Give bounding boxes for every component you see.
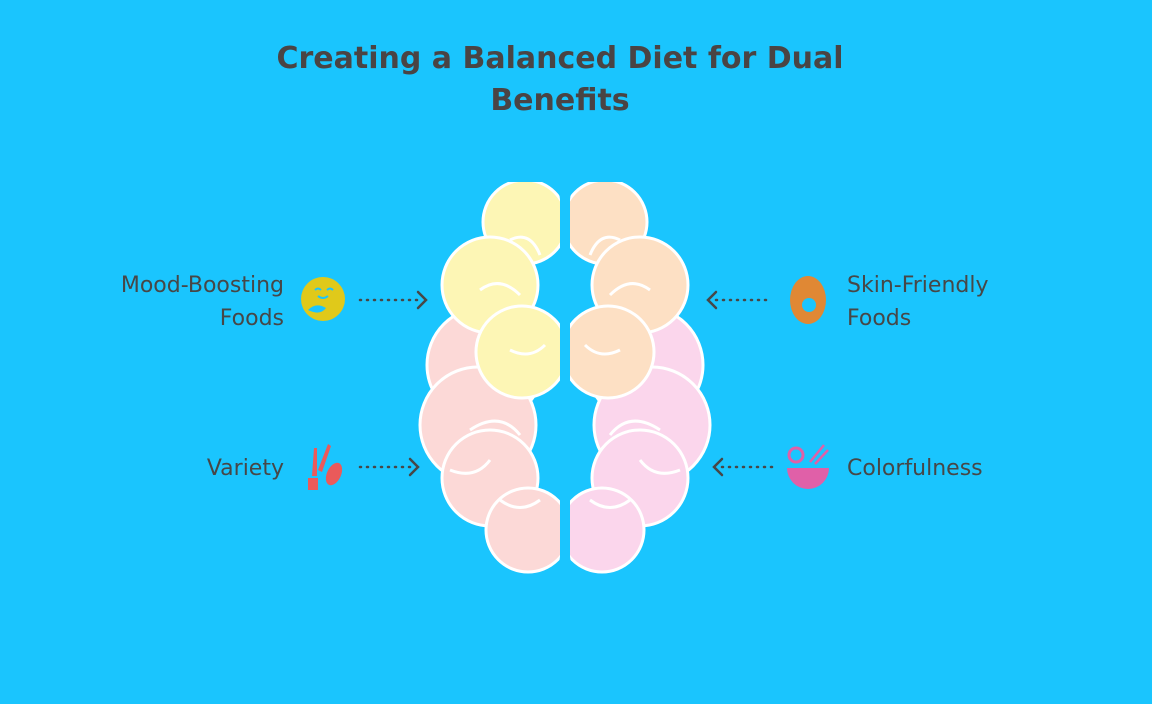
label-line: Mood-Boosting bbox=[120, 273, 284, 298]
arrow-variety bbox=[358, 457, 420, 477]
brain-top-right bbox=[570, 182, 690, 400]
label-line: Skin-Friendly bbox=[847, 273, 989, 298]
arrow-colorfulness bbox=[712, 457, 774, 477]
egg-icon bbox=[790, 276, 826, 324]
label-mood-boosting-foods: Mood-Boosting Foods bbox=[80, 269, 284, 335]
brain-left-hemisphere bbox=[418, 182, 560, 574]
smiling-face-lemon-icon bbox=[301, 277, 345, 321]
arrow-mood-boosting bbox=[358, 290, 428, 310]
diagram-title: Creating a Balanced Diet for Dual Benefi… bbox=[276, 41, 844, 118]
label-skin-friendly-foods: Skin-Friendly Foods bbox=[847, 269, 1067, 335]
brain-right-hemisphere bbox=[570, 182, 712, 574]
arrow-skin-friendly bbox=[706, 290, 774, 310]
label-colorfulness: Colorfulness bbox=[847, 456, 983, 481]
brain-top-left bbox=[440, 182, 560, 400]
label-line: Foods bbox=[847, 306, 912, 331]
label-line: Foods bbox=[219, 306, 284, 331]
vegetables-icon bbox=[308, 444, 343, 490]
label-variety: Variety bbox=[206, 456, 284, 481]
salad-bowl-icon bbox=[787, 444, 829, 489]
